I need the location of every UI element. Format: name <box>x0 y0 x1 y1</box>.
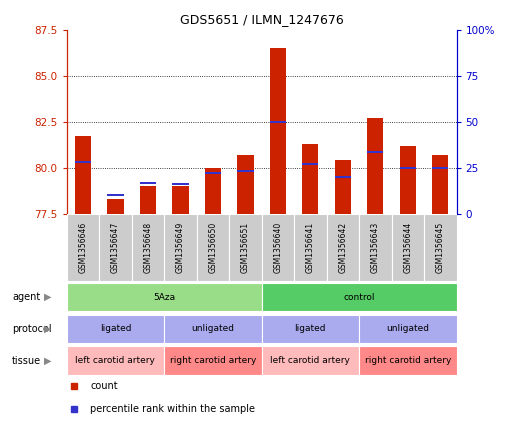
Text: left carotid artery: left carotid artery <box>270 356 350 365</box>
Bar <box>359 315 457 343</box>
Text: GSM1356642: GSM1356642 <box>339 222 347 273</box>
Text: ▶: ▶ <box>44 324 52 334</box>
Text: unligated: unligated <box>191 324 234 333</box>
Bar <box>140 182 156 184</box>
Text: left carotid artery: left carotid artery <box>75 356 155 365</box>
Bar <box>205 172 221 174</box>
Text: ligated: ligated <box>100 324 131 333</box>
Text: GSM1356644: GSM1356644 <box>403 222 412 273</box>
Bar <box>205 168 221 214</box>
Bar <box>75 136 91 214</box>
Text: right carotid artery: right carotid artery <box>365 356 451 365</box>
Bar <box>172 186 188 214</box>
Bar <box>302 144 319 214</box>
Bar <box>302 163 319 165</box>
Bar <box>334 176 351 178</box>
Bar <box>262 315 359 343</box>
Bar <box>367 151 383 153</box>
Text: ligated: ligated <box>294 324 326 333</box>
Text: GSM1356651: GSM1356651 <box>241 222 250 273</box>
Bar <box>432 167 448 169</box>
Text: ▶: ▶ <box>44 356 52 365</box>
Bar <box>164 214 196 281</box>
Text: percentile rank within the sample: percentile rank within the sample <box>90 404 255 415</box>
Bar <box>270 121 286 123</box>
Text: GSM1356640: GSM1356640 <box>273 222 282 273</box>
Bar <box>107 199 124 214</box>
Bar <box>334 160 351 214</box>
Bar <box>67 283 262 311</box>
Title: GDS5651 / ILMN_1247676: GDS5651 / ILMN_1247676 <box>180 13 344 26</box>
Bar <box>270 48 286 214</box>
Bar <box>400 146 416 214</box>
Bar <box>359 214 391 281</box>
Bar <box>262 283 457 311</box>
Text: ▶: ▶ <box>44 292 52 302</box>
Bar <box>432 155 448 214</box>
Text: unligated: unligated <box>386 324 429 333</box>
Bar <box>359 346 457 375</box>
Bar <box>229 214 262 281</box>
Text: GSM1356649: GSM1356649 <box>176 222 185 273</box>
Bar <box>140 186 156 214</box>
Bar <box>196 214 229 281</box>
Text: GSM1356641: GSM1356641 <box>306 222 315 273</box>
Bar <box>237 155 253 214</box>
Text: right carotid artery: right carotid artery <box>170 356 256 365</box>
Text: protocol: protocol <box>12 324 52 334</box>
Text: GSM1356648: GSM1356648 <box>144 222 152 273</box>
Bar <box>67 346 164 375</box>
Text: GSM1356650: GSM1356650 <box>208 222 218 273</box>
Bar <box>391 214 424 281</box>
Bar <box>262 214 294 281</box>
Bar <box>327 214 359 281</box>
Text: GSM1356645: GSM1356645 <box>436 222 445 273</box>
Bar <box>400 167 416 169</box>
Text: 5Aza: 5Aza <box>153 293 175 302</box>
Bar <box>172 183 188 185</box>
Text: control: control <box>343 293 375 302</box>
Bar <box>99 214 132 281</box>
Text: GSM1356647: GSM1356647 <box>111 222 120 273</box>
Bar <box>164 346 262 375</box>
Bar <box>294 214 327 281</box>
Bar <box>107 194 124 196</box>
Bar <box>75 161 91 163</box>
Bar <box>237 170 253 173</box>
Bar <box>424 214 457 281</box>
Text: agent: agent <box>12 292 40 302</box>
Text: tissue: tissue <box>12 356 41 365</box>
Bar <box>67 214 99 281</box>
Text: GSM1356646: GSM1356646 <box>78 222 87 273</box>
Text: GSM1356643: GSM1356643 <box>371 222 380 273</box>
Bar <box>367 118 383 214</box>
Bar <box>262 346 359 375</box>
Bar <box>132 214 164 281</box>
Text: count: count <box>90 381 117 391</box>
Bar <box>164 315 262 343</box>
Bar <box>67 315 164 343</box>
